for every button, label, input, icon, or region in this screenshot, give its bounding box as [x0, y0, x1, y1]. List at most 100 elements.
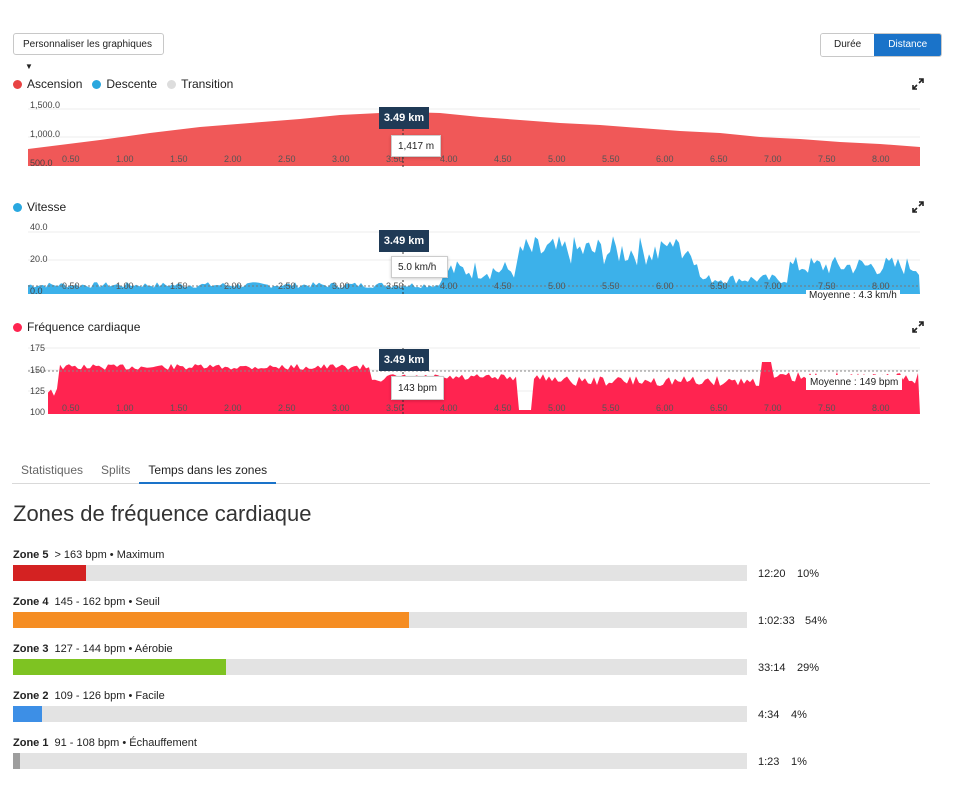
x-tick-label: 6.00 [656, 154, 674, 164]
zone-name: Zone 1 [13, 737, 49, 749]
x-tick-label: 3.50 [386, 403, 404, 413]
heart-chart[interactable]: 175 150 125 100 0.50 1.00 1.50 2.00 2.50 3.00… [0, 338, 978, 418]
x-tick-label: 4.00 [440, 154, 458, 164]
x-tick-label: 5.00 [548, 403, 566, 413]
tab-bar: Statistiques Splits Temps dans les zones [12, 459, 930, 484]
zone-bar-fill [13, 753, 20, 769]
zone-row: Zone 3 127 - 144 bpm • Aérobie 33:14 29% [13, 643, 833, 683]
transition-dot-icon [167, 79, 177, 89]
expand-icon[interactable] [912, 321, 924, 333]
x-tick-label: 5.00 [548, 154, 566, 164]
x-tick-label: 7.50 [818, 403, 836, 413]
duration-distance-toggle[interactable]: Durée Distance [820, 33, 943, 57]
legend-speed-label: Vitesse [27, 200, 67, 214]
speed-average-label: Moyenne : 4.3 km/h [806, 290, 900, 301]
zone-bar-fill [13, 612, 409, 628]
x-tick-label: 4.00 [440, 281, 458, 291]
speed-ytick-0: 0.0 [30, 286, 43, 296]
zone-label: Zone 2 109 - 126 bpm • Facile [13, 690, 833, 704]
zone-row: Zone 4 145 - 162 bpm • Seuil 1:02:33 54% [13, 596, 833, 636]
zones-title: Zones de fréquence cardiaque [13, 501, 312, 526]
zone-range: 127 - 144 bpm • Aérobie [54, 643, 173, 655]
zone-range: > 163 bpm • Maximum [54, 549, 165, 561]
zone-bar-track [13, 612, 747, 628]
heart-cursor-label: 3.49 km [379, 349, 429, 371]
zone-bar-fill [13, 706, 42, 722]
speed-chart[interactable]: 40.0 20.0 0.0 0.50 1.00 1.50 2.00 2.50 3.00 3.… [0, 218, 978, 298]
customize-charts-button[interactable]: Personnaliser les graphiques ▼ [13, 33, 164, 71]
x-tick-label: 2.50 [278, 281, 296, 291]
x-tick-label: 7.50 [818, 281, 836, 291]
tab-time-in-zones[interactable]: Temps dans les zones [139, 459, 277, 484]
legend-item-descent[interactable]: Descente [92, 77, 157, 91]
zone-percent: 10% [797, 568, 820, 580]
descent-dot-icon [92, 79, 102, 89]
zone-time: 1:02:33 [758, 615, 795, 627]
x-tick-label: 1.00 [116, 281, 134, 291]
legend-transition-label: Transition [181, 77, 234, 91]
elevation-tooltip: 1,417 m [391, 135, 441, 157]
zone-percent: 54% [805, 615, 828, 627]
elevation-cursor-label: 3.49 km [379, 107, 429, 129]
zone-name: Zone 2 [13, 690, 49, 702]
x-tick-label: 2.00 [224, 403, 242, 413]
toggle-duration[interactable]: Durée [821, 34, 875, 56]
heart-ytick-100: 100 [30, 407, 45, 417]
x-tick-label: 2.50 [278, 403, 296, 413]
zone-bar-fill [13, 659, 226, 675]
x-tick-label: 5.00 [548, 281, 566, 291]
heart-average-label: Moyenne : 149 bpm [806, 375, 903, 390]
elevation-area [28, 112, 920, 166]
zone-name: Zone 3 [13, 643, 49, 655]
x-tick-label: 4.00 [440, 403, 458, 413]
zone-row: Zone 1 91 - 108 bpm • Échauffement 1:23 1% [13, 737, 833, 777]
elevation-xticks: 0.50 1.00 1.50 2.00 2.50 3.00 3.50 4.00 4.50 5.00… [62, 154, 890, 164]
zone-range: 145 - 162 bpm • Seuil [54, 596, 160, 608]
x-tick-label: 8.00 [872, 154, 890, 164]
x-tick-label: 8.00 [872, 403, 890, 413]
heart-ytick-175: 175 [30, 343, 45, 353]
x-tick-label: 6.00 [656, 281, 674, 291]
zone-range: 91 - 108 bpm • Échauffement [54, 737, 197, 749]
zone-label: Zone 5 > 163 bpm • Maximum [13, 549, 833, 563]
legend-item-ascent[interactable]: Ascension [13, 77, 82, 91]
x-tick-label: 7.00 [764, 154, 782, 164]
tab-splits[interactable]: Splits [101, 463, 131, 477]
zone-bar-track [13, 753, 747, 769]
x-tick-label: 5.50 [602, 403, 620, 413]
legend-heart-label: Fréquence cardiaque [27, 320, 141, 334]
x-tick-label: 6.50 [710, 154, 728, 164]
x-tick-label: 1.50 [170, 403, 188, 413]
speed-xticks: 0.50 1.00 1.50 2.00 2.50 3.00 3.50 4.00 4.50 5.00… [62, 281, 890, 291]
heart-ytick-150: 150 [30, 365, 45, 375]
x-tick-label: 1.50 [170, 281, 188, 291]
x-tick-label: 0.50 [62, 154, 80, 164]
elevation-ytick-500: 500.0 [30, 158, 53, 168]
zone-time: 33:14 [758, 662, 786, 674]
legend-item-speed[interactable]: Vitesse [13, 200, 66, 214]
legend-item-heart-rate[interactable]: Fréquence cardiaque [13, 320, 140, 334]
legend-item-transition[interactable]: Transition [167, 77, 233, 91]
heart-ytick-125: 125 [30, 386, 45, 396]
speed-ytick-20: 20.0 [30, 254, 48, 264]
elevation-ytick-1000: 1,000.0 [30, 129, 60, 139]
tab-statistics[interactable]: Statistiques [21, 463, 84, 477]
x-tick-label: 0.50 [62, 403, 80, 413]
x-tick-label: 4.50 [494, 154, 512, 164]
x-tick-label: 5.50 [602, 154, 620, 164]
zone-name: Zone 5 [13, 549, 49, 561]
zone-percent: 29% [797, 662, 820, 674]
zone-percent: 4% [791, 709, 807, 721]
zone-label: Zone 4 145 - 162 bpm • Seuil [13, 596, 833, 610]
x-tick-label: 3.00 [332, 154, 350, 164]
x-tick-label: 2.50 [278, 154, 296, 164]
expand-icon[interactable] [912, 78, 924, 90]
toggle-distance[interactable]: Distance [874, 34, 942, 56]
x-tick-label: 1.50 [170, 154, 188, 164]
speed-cursor-label: 3.49 km [379, 230, 429, 252]
expand-icon[interactable] [912, 201, 924, 213]
x-tick-label: 3.00 [332, 281, 350, 291]
elevation-chart[interactable]: 1,500.0 1,000.0 500.0 0.50 1.00 1.50 2.00 2.… [0, 95, 978, 175]
x-tick-label: 4.50 [494, 403, 512, 413]
legend-descent-label: Descente [106, 77, 158, 91]
